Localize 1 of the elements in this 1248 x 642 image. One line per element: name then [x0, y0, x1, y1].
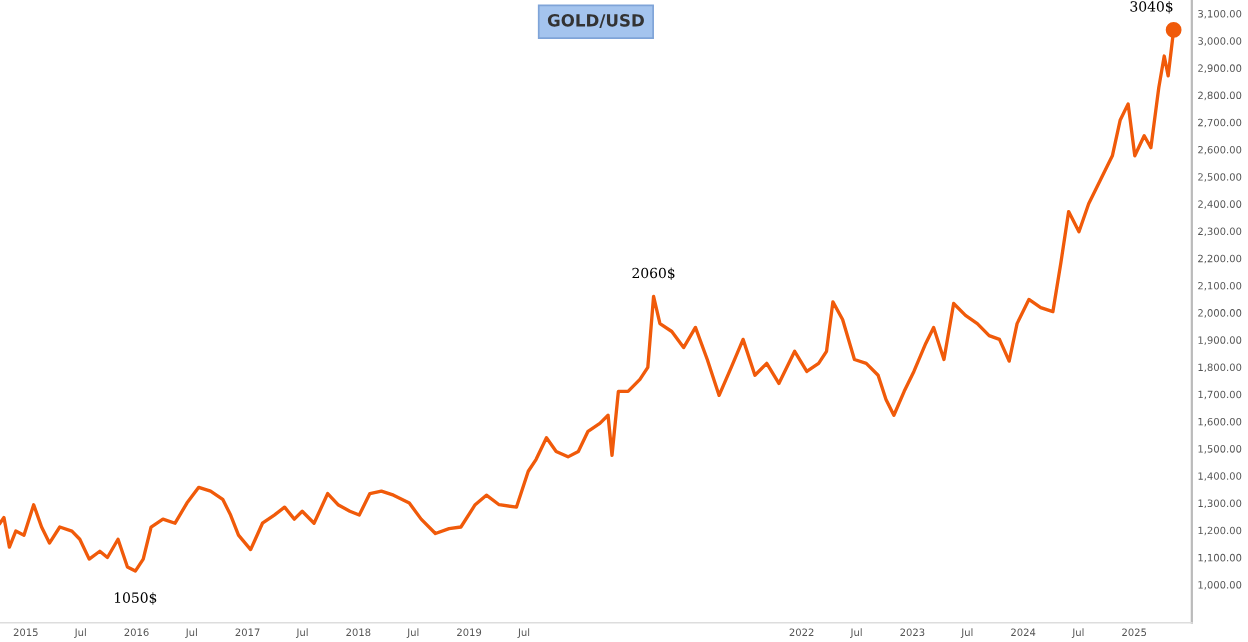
text: GOLD/USD: [547, 14, 644, 28]
